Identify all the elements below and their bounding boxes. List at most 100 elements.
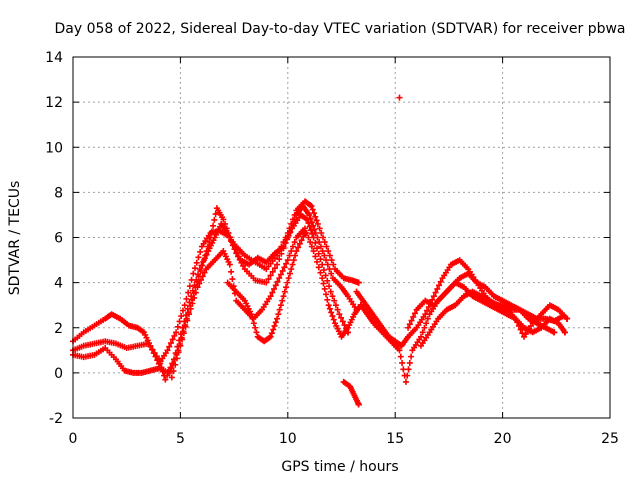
- y-axis-label: SDTVAR / TECUs: [7, 181, 23, 296]
- data-point: [289, 243, 296, 250]
- data-point: [285, 232, 292, 239]
- data-point: [147, 343, 154, 350]
- data-point: [166, 343, 173, 350]
- data-point: [268, 330, 275, 337]
- data-point: [308, 202, 315, 209]
- data-point: [326, 283, 333, 290]
- data-series-track-9: [417, 288, 571, 349]
- data-point: [162, 376, 169, 383]
- data-point: [183, 295, 190, 302]
- data-point: [204, 243, 211, 250]
- data-point: [396, 94, 403, 101]
- data-point: [296, 240, 303, 247]
- data-point: [286, 252, 293, 259]
- data-point: [320, 234, 327, 241]
- data-point: [308, 219, 315, 226]
- y-tick-label: 12: [45, 95, 63, 111]
- data-point: [164, 347, 171, 354]
- data-point: [281, 264, 288, 271]
- y-tick-label: 6: [54, 231, 63, 247]
- data-point: [168, 374, 175, 381]
- data-point: [430, 293, 437, 300]
- data-point: [307, 239, 314, 246]
- data-point: [309, 230, 316, 237]
- data-point: [320, 266, 327, 273]
- data-point: [270, 326, 277, 333]
- data-point: [227, 234, 234, 241]
- data-point: [436, 282, 443, 289]
- data-point: [180, 330, 187, 337]
- data-point: [289, 261, 296, 268]
- data-point: [169, 336, 176, 343]
- data-point: [280, 293, 287, 300]
- y-tick-label: 8: [54, 185, 63, 201]
- y-tick-label: 0: [54, 366, 63, 382]
- data-point: [324, 277, 331, 284]
- data-point: [185, 289, 192, 296]
- data-point: [285, 275, 292, 282]
- data-point: [328, 309, 335, 316]
- data-point: [323, 291, 330, 298]
- data-point: [167, 340, 174, 347]
- data-point: [312, 229, 319, 236]
- data-point: [192, 289, 199, 296]
- data-point: [434, 285, 441, 292]
- data-point: [185, 311, 192, 318]
- data-point: [320, 280, 327, 287]
- data-point: [212, 211, 219, 218]
- data-point: [201, 269, 208, 276]
- data-point: [172, 361, 179, 368]
- data-point: [191, 294, 198, 301]
- x-tick-label: 5: [176, 431, 185, 447]
- data-point: [153, 353, 160, 360]
- data-point: [321, 239, 328, 246]
- data-point: [199, 273, 206, 280]
- data-point: [145, 340, 152, 347]
- data-point: [228, 268, 235, 275]
- data-point: [253, 329, 260, 336]
- data-point: [151, 350, 158, 357]
- data-point: [338, 314, 345, 321]
- data-point: [309, 206, 316, 213]
- x-tick-label: 15: [386, 431, 404, 447]
- data-point: [400, 366, 407, 373]
- data-point: [432, 289, 439, 296]
- data-point: [265, 276, 272, 283]
- data-point: [330, 316, 337, 323]
- data-point: [193, 259, 200, 266]
- data-point: [220, 216, 227, 223]
- data-point: [316, 225, 323, 232]
- data-point: [310, 234, 317, 241]
- data-point: [329, 313, 336, 320]
- data-point: [269, 289, 276, 296]
- data-point: [330, 261, 337, 268]
- data-point: [326, 252, 333, 259]
- data-point: [315, 250, 322, 257]
- data-point: [310, 248, 317, 255]
- data-point: [324, 296, 331, 303]
- data-point: [293, 248, 300, 255]
- data-point: [282, 239, 289, 246]
- data-point: [406, 321, 413, 328]
- data-point: [250, 320, 257, 327]
- data-point: [411, 310, 418, 317]
- data-point: [288, 248, 295, 255]
- data-point: [276, 275, 283, 282]
- data-point: [199, 262, 206, 269]
- data-point: [298, 237, 305, 244]
- data-point: [326, 305, 333, 312]
- data-layer: [70, 94, 571, 408]
- data-series-track-7: [357, 279, 568, 385]
- data-point: [324, 261, 331, 268]
- data-point: [271, 322, 278, 329]
- chart-title: Day 058 of 2022, Sidereal Day-to-day VTE…: [54, 21, 625, 37]
- data-point: [271, 265, 278, 272]
- data-point: [561, 329, 568, 336]
- data-point: [306, 211, 313, 218]
- data-point: [269, 268, 276, 275]
- data-point: [408, 353, 415, 360]
- data-point: [423, 320, 430, 327]
- data-point: [331, 297, 338, 304]
- x-axis-label: GPS time / hours: [281, 459, 398, 475]
- data-point: [437, 278, 444, 285]
